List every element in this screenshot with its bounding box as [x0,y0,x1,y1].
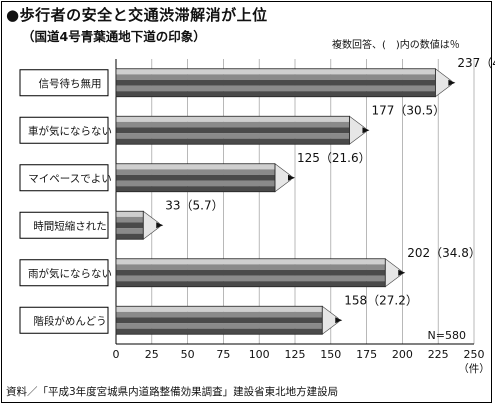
pencil-band [116,275,386,282]
pencil-bar [115,258,406,288]
pencil-lead [362,127,370,134]
pencil-bar [115,115,370,145]
value-label: 33（5.7） [165,198,223,212]
pencil-lead [288,174,295,181]
pencil-band [116,74,436,80]
x-tick-label: 0 [113,348,120,361]
category-box [19,259,109,287]
pencil-band [116,79,436,86]
pencil-band [116,228,144,234]
x-tick-label: 250 [464,348,485,361]
pencil-lead [156,222,164,229]
pencil-lead [448,79,456,86]
x-tick-label: 25 [145,348,159,361]
pencil-band [116,216,144,223]
pencil-band [116,127,350,134]
x-tick-label: 225 [428,348,449,361]
category-label: 雨が気にならない [28,267,112,280]
pencil-band [116,317,323,324]
pencil-band [116,85,436,92]
pencil-band [116,121,350,128]
pencil-bar [115,68,456,98]
pencil-band [116,163,275,170]
category-box [19,69,109,97]
percent-note: 複数回答、( )内の数値は％ [332,40,460,51]
pencil-band [116,233,144,240]
pencil-band [116,133,350,139]
value-label: 237（40.9） [457,56,495,70]
category-box [19,211,109,239]
pencil-bar [115,210,164,240]
value-label: 125（21.6） [297,151,371,165]
n-label: N=580 [428,329,466,342]
pencil-outline [115,115,350,145]
pencil-outline [115,305,323,335]
pencil-band [116,281,386,287]
value-label: 158（27.2） [344,293,418,307]
chart-subtitle: （国道4号青葉通地下道の印象） [22,29,206,44]
x-tick-label: 200 [392,348,413,361]
x-tick-label: 150 [320,348,341,361]
pencil-band [116,306,323,312]
chart-title: ●歩行者の安全と交通渋滞解消が上位 [6,6,268,24]
source-note: 資料／「平成3年度宮城県内道路整備効果調査」建設省東北地方建設局 [6,386,339,398]
pencil-band [116,264,386,270]
x-unit-label: （件） [458,363,490,375]
pencil-bar [115,163,295,193]
category-box [19,116,109,144]
category-label: 車が気にならない [28,124,112,137]
pencil-band [116,116,350,122]
pencil-bar [115,305,343,335]
category-box [19,306,109,334]
pencil-band [116,222,144,229]
category-label: 階段がめんどう [33,314,106,327]
pencil-outline [115,258,386,288]
x-tick-label: 75 [216,348,230,361]
pencil-outline [115,163,276,193]
x-tick-label: 175 [356,348,377,361]
pencil-band [116,269,386,276]
pencil-band [116,169,275,175]
value-label: 202（34.8） [407,246,481,260]
pencil-band [116,180,275,187]
pencil-lead [335,317,343,324]
category-label: マイペースでよい [28,173,111,185]
pencil-band [116,68,436,75]
pencil-band [116,91,436,97]
pencil-band [116,138,350,145]
pencil-band [116,186,275,192]
pencil-band [116,211,144,217]
pencil-outline [115,210,144,240]
pencil-band [116,258,386,265]
x-tick-label: 100 [249,348,270,361]
pencil-outline [115,68,436,98]
category-box [19,164,109,192]
pencil-band [116,323,323,329]
pencil-band [116,174,275,181]
value-label: 177（30.5） [371,103,445,117]
pencil-lead [398,269,406,276]
pencil-band [116,328,323,335]
x-tick-label: 125 [285,348,306,361]
x-tick-label: 50 [181,348,195,361]
pencil-band [116,311,323,318]
category-label: 信号待ち無用 [39,77,102,90]
category-label: 時間短縮された [33,219,107,232]
